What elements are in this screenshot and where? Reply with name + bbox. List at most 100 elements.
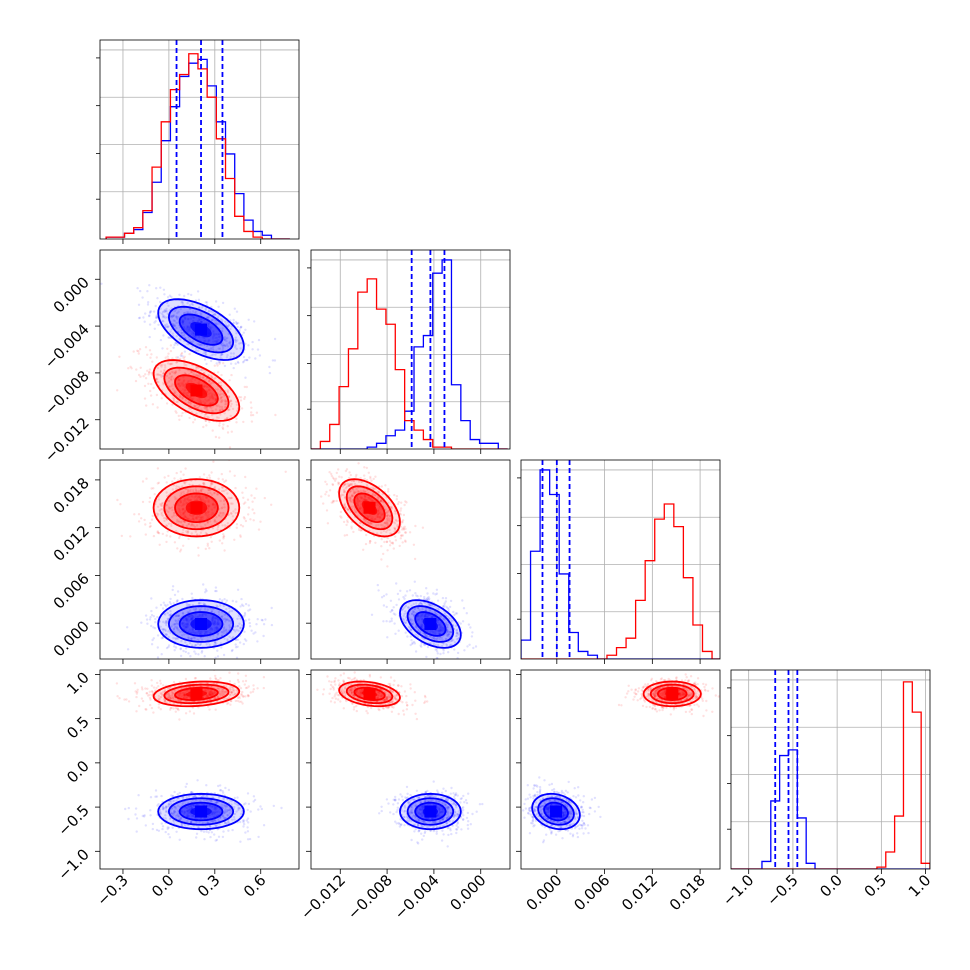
panel-frame xyxy=(310,249,511,450)
histogram-series-2 xyxy=(105,53,290,239)
histogram-series-1 xyxy=(105,58,290,239)
density-contour xyxy=(157,792,245,831)
x-tick-label: −0.3 xyxy=(93,871,131,909)
grid-lines xyxy=(521,460,720,659)
histogram-series-2 xyxy=(311,278,508,449)
density-peak xyxy=(424,617,437,630)
density-contour xyxy=(345,683,394,705)
density-contour xyxy=(642,680,702,708)
density-contour xyxy=(178,611,224,637)
x-tick-label: 1.0 xyxy=(905,871,935,901)
density-contour xyxy=(338,478,401,538)
y-tick-label: 0.000 xyxy=(50,273,93,316)
density-contour xyxy=(152,680,241,708)
density-peak xyxy=(190,384,203,397)
density-contour xyxy=(152,359,241,422)
panel-frame xyxy=(730,669,931,870)
density-contour xyxy=(406,605,455,643)
x-tick-label: 0.6 xyxy=(240,871,270,901)
density-contour xyxy=(414,611,447,637)
density-peak xyxy=(550,805,563,818)
density-contour xyxy=(163,485,230,531)
x-tick-label: 0.018 xyxy=(666,871,709,914)
panel-frame xyxy=(310,669,511,870)
density-contour xyxy=(338,680,401,708)
y-tick-label: 0.006 xyxy=(50,570,93,613)
y-tick-label: 1.0 xyxy=(63,669,93,699)
panel-frame xyxy=(310,459,511,660)
y-tick-label: −0.008 xyxy=(41,367,93,419)
x-tick-label: 0.000 xyxy=(446,871,489,914)
density-contour xyxy=(531,792,581,831)
density-contour xyxy=(178,313,224,346)
density-contour xyxy=(157,298,245,361)
histogram-panel-2 xyxy=(307,249,511,454)
histogram-panel-1 xyxy=(96,39,300,244)
density-contour xyxy=(649,683,695,705)
histogram-panel-4: −1.0 −0.5 0.0 0.5 1.0 xyxy=(719,669,935,910)
density-peak xyxy=(195,323,208,336)
x-tick-label: 0.0 xyxy=(148,871,178,901)
x-tick-label: 0.006 xyxy=(570,871,613,914)
histogram-series-1 xyxy=(521,469,720,659)
x-tick-label: −1.0 xyxy=(719,871,757,909)
density-contour xyxy=(152,478,241,538)
y-tick-label: −0.5 xyxy=(54,801,92,839)
panel-frame xyxy=(99,459,300,660)
density-contour xyxy=(537,797,575,826)
y-tick-label: 0.000 xyxy=(50,617,93,660)
histogram-series-2 xyxy=(521,503,720,659)
x-tick-label: −0.012 xyxy=(297,871,349,923)
y-tick-label: 0.5 xyxy=(63,713,93,743)
scatter-panel-6: 0.000 0.006 0.012 0.018 xyxy=(516,669,721,914)
density-peak xyxy=(363,501,376,514)
panel-frame xyxy=(99,249,300,450)
y-tick-label: 0.012 xyxy=(50,522,93,565)
density-contour xyxy=(174,374,219,407)
x-tick-label: 0.0 xyxy=(816,871,846,901)
y-tick-label: 0.0 xyxy=(63,757,93,787)
density-contour xyxy=(167,797,235,826)
density-peak xyxy=(190,501,203,514)
density-contour xyxy=(543,801,569,822)
x-tick-label: −0.008 xyxy=(344,871,396,923)
density-contour xyxy=(399,599,462,649)
density-contour xyxy=(399,792,462,831)
density-peak xyxy=(424,805,437,818)
x-tick-label: −0.004 xyxy=(391,871,443,923)
scatter-panel-1: 0.000−0.004−0.008−0.012 xyxy=(41,249,300,466)
density-contour xyxy=(163,683,230,705)
density-peak xyxy=(666,687,679,700)
histogram-series-2 xyxy=(731,681,930,869)
density-contour xyxy=(167,305,235,354)
x-tick-label: 0.3 xyxy=(194,871,224,901)
panel-frame xyxy=(99,669,300,870)
panel-frame xyxy=(99,39,300,240)
histogram-panel-3 xyxy=(517,459,721,664)
y-tick-label: −1.0 xyxy=(54,845,92,883)
density-contour xyxy=(178,801,224,822)
density-peak xyxy=(190,687,203,700)
density-peak xyxy=(363,687,376,700)
x-tick-label: 0.5 xyxy=(861,871,891,901)
density-contour xyxy=(163,366,230,415)
grid-lines xyxy=(731,670,930,869)
density-contour xyxy=(353,686,386,701)
x-tick-label: 0.012 xyxy=(618,871,661,914)
x-tick-label: −0.5 xyxy=(763,871,801,909)
density-contour xyxy=(414,801,447,822)
scatter-panel-3 xyxy=(306,459,511,664)
y-tick-label: −0.012 xyxy=(41,414,93,466)
histogram-series-1 xyxy=(311,259,508,449)
scatter-panel-4: −0.3 0.0 0.3 0.6 1.0 0.5 0.0 −0.5 −1.0 xyxy=(54,669,300,910)
density-peak xyxy=(195,617,208,630)
density-contour xyxy=(174,492,219,523)
histogram-series-1 xyxy=(731,749,930,869)
density-contour xyxy=(167,605,235,643)
density-peak xyxy=(195,805,208,818)
y-tick-label: −0.004 xyxy=(41,320,93,372)
density-contour xyxy=(157,599,245,649)
density-contour xyxy=(345,485,394,531)
